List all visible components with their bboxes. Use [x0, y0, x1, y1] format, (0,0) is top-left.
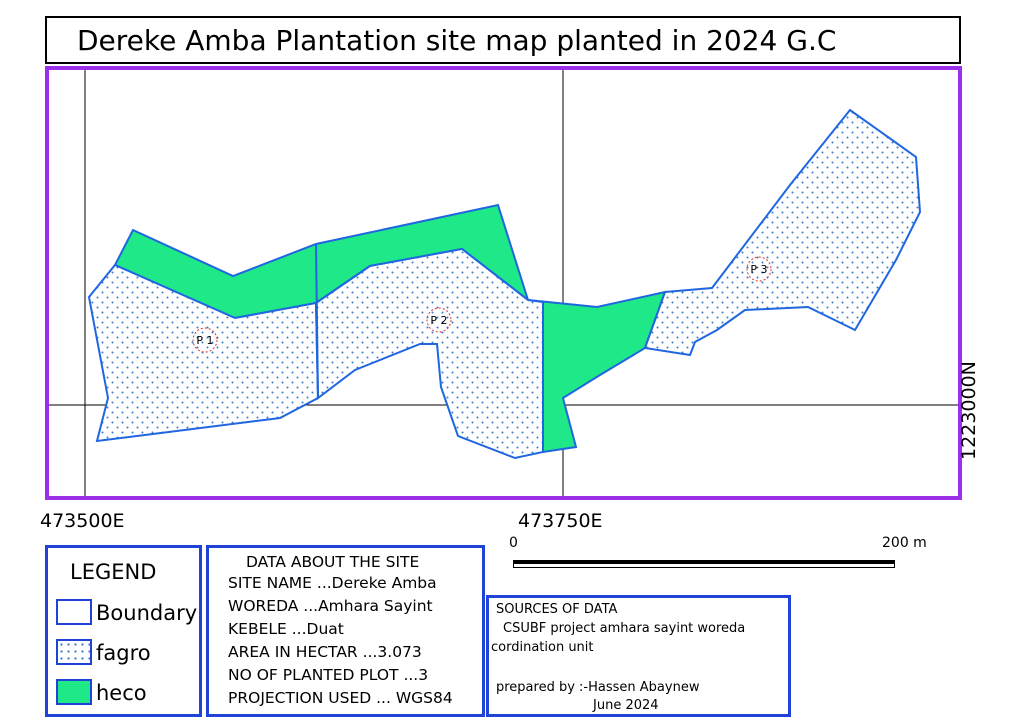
sources-line-2: cordination unit: [491, 640, 594, 655]
plot-label-p3: P 3: [746, 256, 772, 282]
coord-label-1223000N: 1223000N: [958, 361, 980, 460]
scalebar-end-label: 200 m: [882, 535, 927, 551]
prepared-date: June 2024: [593, 698, 659, 713]
plot-label-p2: P 2: [426, 307, 452, 333]
area-line: AREA IN HECTAR ...3.073: [228, 643, 422, 661]
sources-panel: SOURCES OF DATA CSUBF project amhara say…: [486, 595, 791, 717]
legend-label-boundary: Boundary: [96, 601, 198, 625]
scalebar: [513, 560, 895, 568]
legend-swatch-boundary: [56, 599, 92, 625]
map-title: Dereke Amba Plantation site map planted …: [77, 24, 837, 57]
legend-label-fagro: fagro: [96, 641, 151, 665]
scalebar-start-label: 0: [509, 535, 518, 551]
projection-line: PROJECTION USED ... WGS84: [228, 689, 453, 707]
prepared-by: prepared by :-Hassen Abaynew: [496, 680, 700, 695]
heco-area-east: [526, 290, 667, 454]
fagro-plot-2: [314, 247, 544, 460]
scalebar-fill: [514, 561, 894, 564]
plot-divider-1: [315, 243, 319, 399]
site-name-line: SITE NAME ...Dereke Amba: [228, 574, 437, 592]
legend-title: LEGEND: [70, 560, 157, 584]
kebele-line: KEBELE ...Duat: [228, 620, 344, 638]
legend-swatch-fagro: [56, 639, 92, 665]
coord-label-473750E: 473750E: [518, 510, 603, 532]
plot-label-p3-text: P 3: [750, 263, 767, 276]
sources-line-1: CSUBF project amhara sayint woreda: [503, 621, 746, 636]
woreda-line: WOREDA ...Amhara Sayint: [228, 597, 433, 615]
legend-panel: LEGEND Boundary fagro heco: [45, 545, 202, 717]
plot-label-p2-text: P 2: [430, 314, 447, 327]
title-box: Dereke Amba Plantation site map planted …: [45, 16, 961, 64]
site-data-panel: DATA ABOUT THE SITE SITE NAME ...Dereke …: [206, 545, 485, 717]
plot-count-line: NO OF PLANTED PLOT ...3: [228, 666, 429, 684]
site-data-heading: DATA ABOUT THE SITE: [246, 553, 420, 571]
fagro-plot-1: [87, 263, 320, 443]
plot-label-p1: P 1: [192, 327, 218, 353]
fagro-plot-3: [643, 108, 922, 357]
plot-label-p1-text: P 1: [196, 334, 213, 347]
coord-label-473500E: 473500E: [40, 510, 125, 532]
legend-label-heco: heco: [96, 681, 147, 705]
sources-heading: SOURCES OF DATA: [496, 602, 618, 617]
legend-swatch-heco: [56, 679, 92, 705]
map-canvas: P 1 P 2 P 3: [49, 70, 958, 496]
